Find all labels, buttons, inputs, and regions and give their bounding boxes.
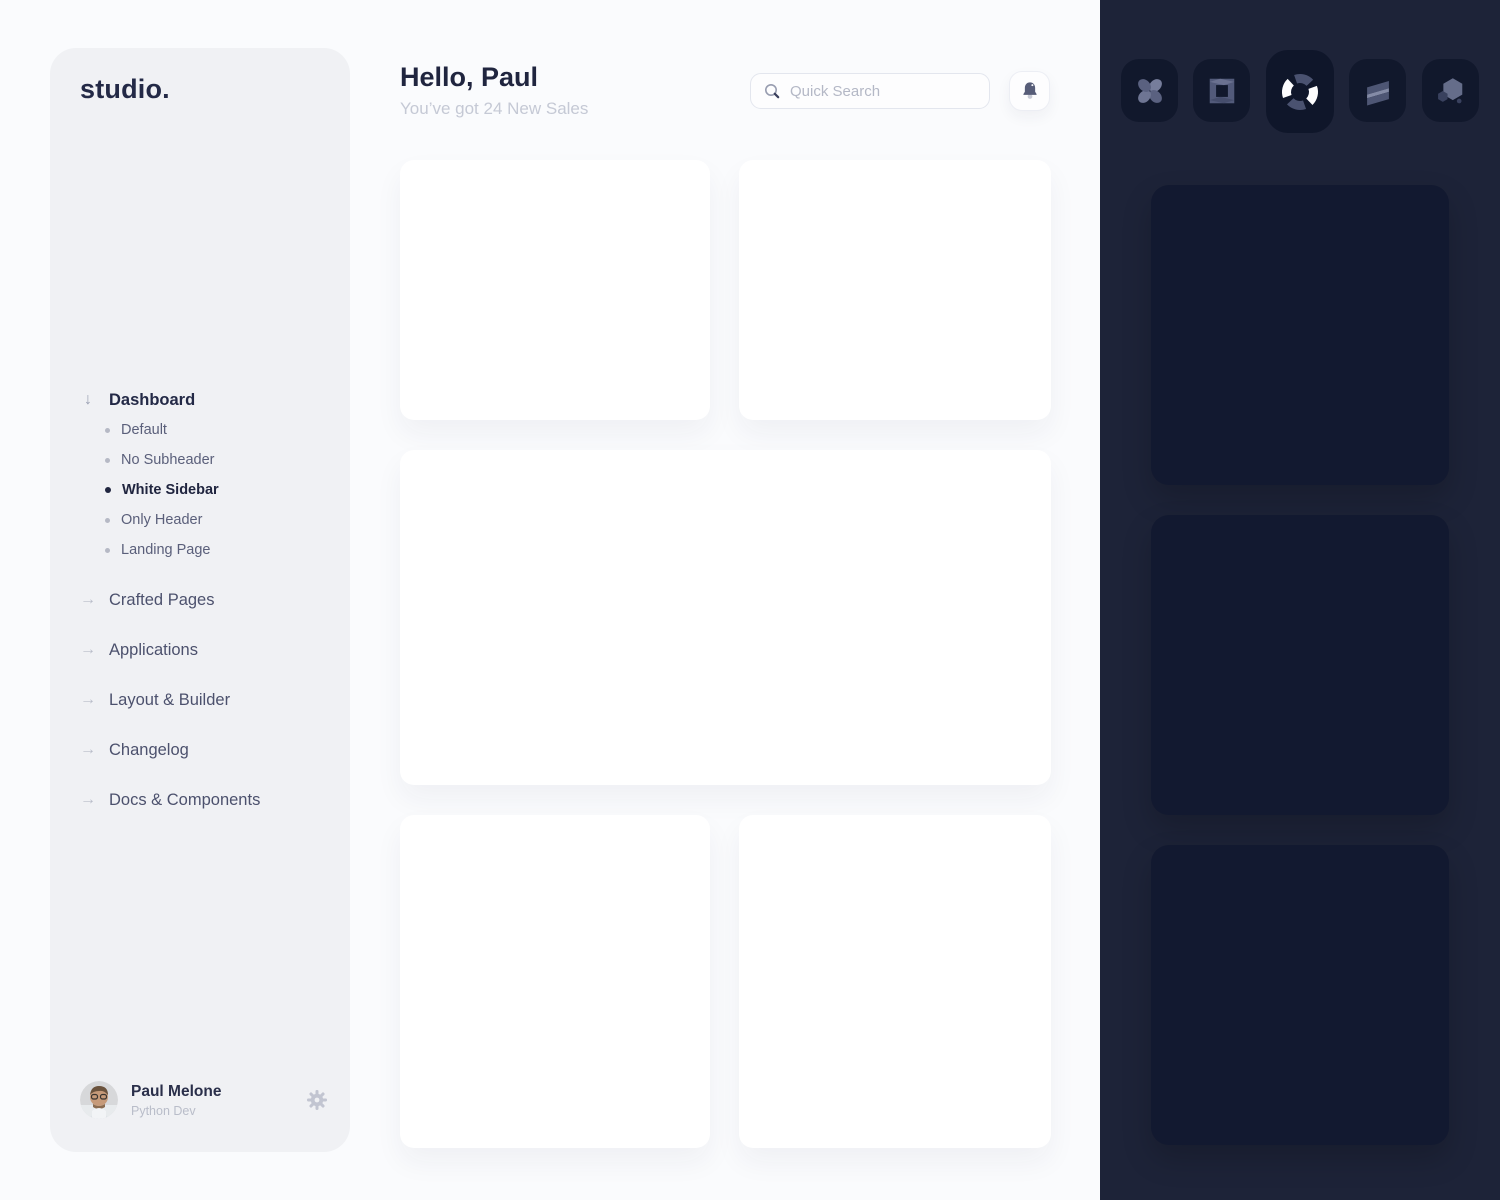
bullet-icon bbox=[105, 427, 110, 433]
sidebar-item-label: Docs & Components bbox=[109, 790, 261, 809]
panel-tab-hexagon[interactable] bbox=[1422, 59, 1479, 122]
bullet-icon bbox=[105, 487, 111, 493]
placeholder-card-1 bbox=[400, 160, 710, 420]
panel-tab-frame[interactable] bbox=[1193, 59, 1250, 122]
layers-logo-icon bbox=[1358, 71, 1398, 111]
bullet-icon bbox=[105, 547, 110, 553]
sidebar-subitem-label: White Sidebar bbox=[122, 482, 219, 498]
sidebar-item-layout-builder[interactable]: → Layout & Builder bbox=[80, 686, 230, 714]
chevron-down-icon: ↓ bbox=[84, 391, 92, 408]
arrow-right-icon: → bbox=[80, 791, 96, 808]
arrow-right-icon: → bbox=[80, 591, 96, 608]
placeholder-card-2 bbox=[739, 160, 1051, 420]
sidebar-item-applications[interactable]: → Applications bbox=[80, 636, 198, 664]
arrow-right-icon: → bbox=[80, 741, 96, 758]
panel-tab-layers[interactable] bbox=[1349, 59, 1406, 122]
sidebar-item-changelog[interactable]: → Changelog bbox=[80, 736, 189, 764]
panel-tab-clover[interactable] bbox=[1121, 59, 1178, 122]
panel-placeholder-card-3 bbox=[1151, 845, 1449, 1145]
sidebar-subitem-label: Default bbox=[121, 422, 167, 438]
page-title: Hello, Paul bbox=[400, 62, 539, 92]
arrow-right-icon: → bbox=[80, 691, 96, 708]
profile-name: Paul Melone bbox=[131, 1082, 222, 1100]
sidebar-item-label: Dashboard bbox=[109, 390, 196, 409]
sidebar-item-docs-components[interactable]: → Docs & Components bbox=[80, 786, 260, 814]
sidebar-item-label: Crafted Pages bbox=[109, 590, 215, 609]
placeholder-card-3 bbox=[400, 450, 1051, 785]
sidebar-subitem-landing-page[interactable]: Landing Page bbox=[105, 538, 211, 562]
hexagon-logo-icon bbox=[1431, 71, 1471, 111]
sidebar-item-dashboard[interactable]: ↓ Dashboard bbox=[80, 386, 195, 414]
placeholder-card-5 bbox=[739, 815, 1051, 1148]
sidebar-item-label: Changelog bbox=[109, 740, 189, 759]
app-logo[interactable]: studio. bbox=[80, 74, 170, 104]
frame-logo-icon bbox=[1202, 71, 1242, 111]
placeholder-card-4 bbox=[400, 815, 710, 1148]
sidebar-subitem-white-sidebar[interactable]: White Sidebar bbox=[105, 478, 219, 502]
page-subtitle: You’ve got 24 New Sales bbox=[400, 99, 589, 118]
clover-logo-icon bbox=[1130, 71, 1170, 111]
sidebar-subitem-default[interactable]: Default bbox=[105, 418, 167, 442]
search-input[interactable] bbox=[790, 82, 989, 100]
sidebar-subitem-label: Only Header bbox=[121, 512, 203, 528]
user-profile: Paul Melone Python Dev bbox=[80, 1079, 328, 1121]
sidebar-item-label: Layout & Builder bbox=[109, 690, 231, 709]
gear-icon[interactable] bbox=[306, 1089, 328, 1111]
panel-placeholder-card-2 bbox=[1151, 515, 1449, 815]
panel-tab-orbit-active[interactable] bbox=[1266, 50, 1334, 133]
sidebar: studio. ↓ Dashboard Default No Subheader… bbox=[50, 48, 350, 1152]
bullet-icon bbox=[105, 517, 110, 523]
bullet-icon bbox=[105, 457, 110, 463]
notification-button[interactable] bbox=[1009, 71, 1050, 111]
sidebar-subitem-only-header[interactable]: Only Header bbox=[105, 508, 202, 532]
orbit-logo-icon bbox=[1277, 69, 1323, 115]
search-icon bbox=[763, 82, 781, 100]
right-panel bbox=[1100, 0, 1500, 1200]
sidebar-subitem-no-subheader[interactable]: No Subheader bbox=[105, 448, 215, 472]
sidebar-item-crafted-pages[interactable]: → Crafted Pages bbox=[80, 586, 214, 614]
sidebar-subitem-label: No Subheader bbox=[121, 452, 215, 468]
arrow-right-icon: → bbox=[80, 641, 96, 658]
bell-icon bbox=[1019, 80, 1041, 102]
panel-placeholder-card-1 bbox=[1151, 185, 1449, 485]
avatar[interactable] bbox=[80, 1081, 118, 1119]
quick-search bbox=[750, 73, 990, 109]
sidebar-subitem-label: Landing Page bbox=[121, 542, 211, 558]
profile-role: Python Dev bbox=[131, 1103, 196, 1118]
sidebar-item-label: Applications bbox=[109, 640, 198, 659]
